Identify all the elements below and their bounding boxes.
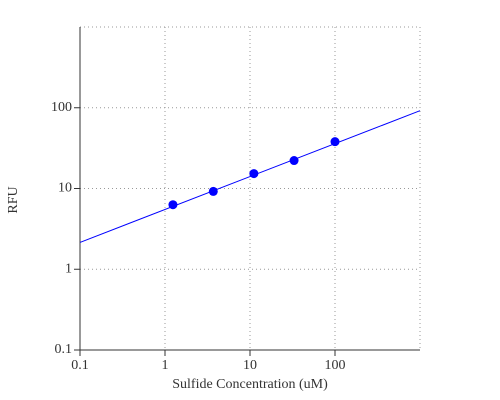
fit-line [79,110,421,243]
y-tick-label: 10 [58,181,72,196]
x-tick-label: 0.1 [71,358,89,373]
y-tick-label: 0.1 [55,342,73,357]
x-tick-label: 1 [162,358,169,373]
data-point [330,137,340,147]
data-point [208,186,218,196]
x-tick-label: 100 [325,358,346,373]
y-tick-label: 100 [51,100,72,115]
y-axis-label: RFU [6,186,21,213]
x-tick-label: 10 [243,358,257,373]
x-axis-label: Sulfide Concentration (uM) [172,377,328,392]
y-tick-label: 1 [65,261,72,276]
